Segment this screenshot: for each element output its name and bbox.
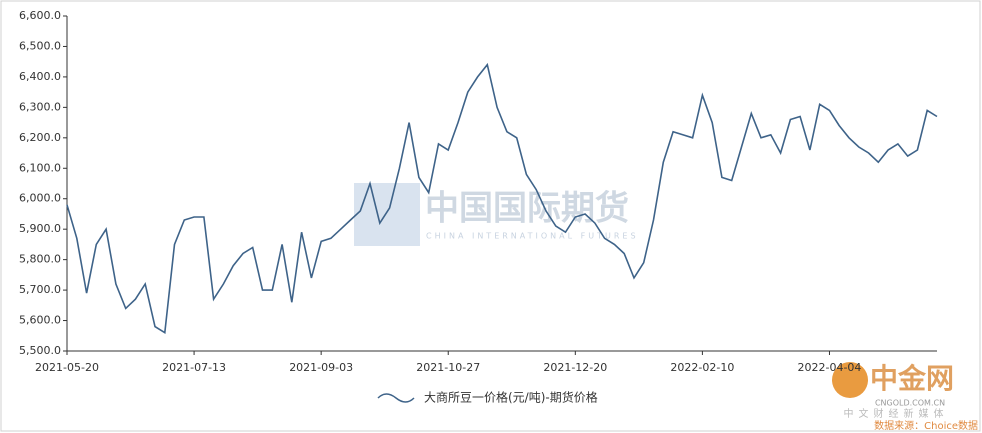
source-text: 数据来源：Choice数据 <box>874 419 978 432</box>
y-tick-label: 6,200.0 <box>19 131 61 144</box>
watermark-box <box>354 183 420 246</box>
y-tick-label: 6,500.0 <box>19 39 61 52</box>
watermark-text: CHINA INTERNATIONAL FUTURES <box>426 232 639 241</box>
logo-icon <box>832 362 868 398</box>
logo-text: 中金网 <box>870 362 954 395</box>
y-tick-label: 6,600.0 <box>19 9 61 22</box>
legend-symbol <box>377 393 415 403</box>
x-tick-label: 2022-02-10 <box>670 361 734 374</box>
y-tick-label: 6,300.0 <box>19 100 61 113</box>
x-tick-label: 2021-07-13 <box>162 361 226 374</box>
y-tick-label: 5,600.0 <box>19 314 61 327</box>
logo-url: CNGOLD.COM.CN <box>875 399 945 408</box>
x-tick-label: 2021-09-03 <box>289 361 353 374</box>
x-tick-label: 2021-12-20 <box>543 361 607 374</box>
y-tick-label: 5,700.0 <box>19 283 61 296</box>
y-tick-label: 6,400.0 <box>19 70 61 83</box>
watermark-text: 中国国际期货 <box>425 189 629 229</box>
logo-slogan: 中文财经新媒体 <box>844 407 949 420</box>
line-series <box>66 62 938 335</box>
x-tick-label: 2021-05-20 <box>35 361 99 374</box>
y-tick-label: 6,100.0 <box>19 161 61 174</box>
x-tick-label: 2021-10-27 <box>416 361 480 374</box>
x-tick-label: 2022-04-04 <box>798 361 862 374</box>
y-tick-label: 5,500.0 <box>19 344 61 357</box>
y-tick-label: 5,800.0 <box>19 253 61 266</box>
y-tick-label: 6,000.0 <box>19 192 61 205</box>
y-tick-label: 5,900.0 <box>19 222 61 235</box>
legend-label: 大商所豆一价格(元/吨)-期货价格 <box>424 390 598 405</box>
